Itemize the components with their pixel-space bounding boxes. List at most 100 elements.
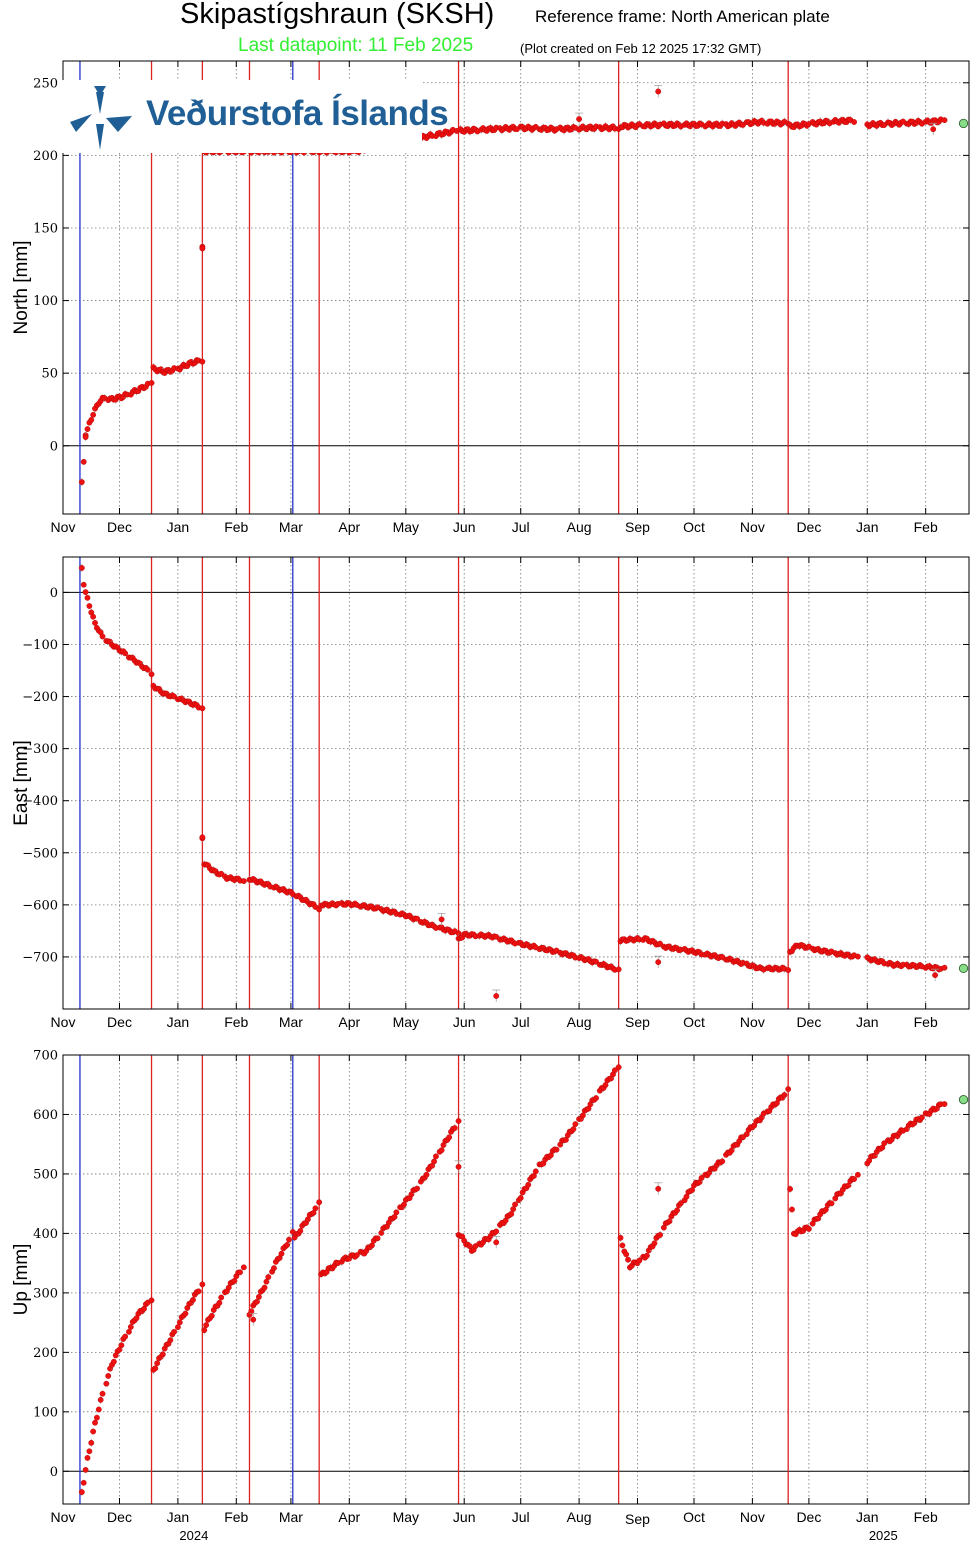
up-data-point	[374, 1235, 381, 1242]
up-data-point	[99, 1390, 106, 1397]
up-ytick-label-5: 500	[33, 1167, 58, 1182]
up-data-point	[854, 1171, 861, 1178]
up-data-point	[312, 1205, 319, 1212]
up-data-point	[148, 1297, 155, 1304]
east-data-point	[84, 594, 91, 601]
east-outlier-point-0	[438, 916, 445, 923]
up-data-point	[414, 1185, 421, 1192]
north-xtick-label-13: Dec	[796, 519, 821, 535]
up-data-point	[438, 1147, 445, 1154]
up-data-point	[86, 1448, 93, 1455]
up-data-point	[195, 1288, 202, 1295]
up-xtick-label-1: Dec	[107, 1509, 132, 1525]
east-ytick-label-1: −100	[22, 638, 58, 653]
east-ylabel: East [mm]	[11, 740, 32, 826]
north-data-point	[78, 479, 85, 485]
up-xtick-label-8: Jul	[512, 1509, 530, 1525]
up-data-point	[297, 1228, 304, 1234]
north-plot-frame	[62, 60, 970, 515]
up-data-point	[154, 1360, 161, 1367]
up-data-point	[152, 1365, 159, 1372]
east-xtick-label-5: Apr	[338, 1014, 360, 1030]
up-data-point	[80, 1479, 87, 1486]
up-data-point	[532, 1168, 539, 1175]
north-last-data-point	[958, 118, 969, 129]
north-ytick-label-4: 200	[33, 149, 58, 164]
up-ytick-label-4: 400	[33, 1227, 58, 1242]
north-ytick-label-1: 50	[41, 367, 58, 382]
up-data-point	[284, 1242, 291, 1248]
east-outlier-point-3	[932, 972, 938, 979]
east-xtick-label-4: Mar	[279, 1014, 303, 1030]
up-data-point	[431, 1158, 437, 1165]
up-xtick-label-14: Jan	[856, 1509, 879, 1525]
up-outlier-point-0	[455, 1163, 462, 1170]
north-data-point	[84, 426, 91, 432]
last-datapoint-label: Last datapoint: 11 Feb 2025	[238, 35, 474, 56]
up-xtick-label-0: Nov	[51, 1509, 76, 1525]
east-data-point	[82, 589, 89, 596]
up-data-point	[787, 1186, 793, 1192]
plot-created-label: (Plot created on Feb 12 2025 17:32 GMT)	[520, 41, 762, 56]
north-xtick-label-6: May	[393, 519, 419, 535]
north-xtick-label-11: Oct	[683, 519, 705, 535]
up-data-point	[94, 1414, 100, 1421]
up-data-point	[265, 1274, 272, 1280]
up-ytick-label-7: 700	[33, 1049, 58, 1064]
east-data-point	[99, 633, 106, 640]
east-data-point	[148, 671, 155, 678]
up-ytick-label-2: 200	[33, 1346, 58, 1361]
up-data-point	[423, 1171, 430, 1178]
up-data-point	[446, 1134, 453, 1141]
up-data-point	[636, 1257, 643, 1264]
up-data-point	[553, 1146, 560, 1153]
up-xtick-label-15: Feb	[914, 1509, 938, 1525]
vedurstofa-logo-icon	[70, 86, 132, 150]
up-xtick-label-2: Jan	[167, 1509, 190, 1525]
up-data-point	[525, 1181, 532, 1188]
up-data-point	[261, 1284, 268, 1291]
up-ytick-label-0: 0	[50, 1465, 58, 1480]
up-data-point	[919, 1114, 925, 1121]
up-data-point	[719, 1158, 726, 1165]
north-ylabel: North [mm]	[11, 241, 32, 335]
up-xtick-label-6: May	[393, 1509, 419, 1525]
east-xtick-label-0: Nov	[51, 1014, 76, 1030]
chart-title: Skipastígshraun (SKSH)	[180, 0, 495, 30]
up-data-point	[218, 1294, 225, 1301]
up-data-point	[674, 1207, 680, 1214]
up-data-point	[278, 1250, 285, 1257]
up-data-point	[105, 1373, 112, 1379]
up-data-point	[451, 1125, 458, 1131]
up-data-point	[651, 1240, 658, 1247]
up-data-point	[203, 1322, 210, 1328]
east-xtick-label-7: Jun	[453, 1014, 476, 1030]
east-ytick-label-2: −200	[22, 690, 58, 705]
north-xtick-label-12: Nov	[740, 519, 765, 535]
north-ytick-label-0: 0	[50, 439, 58, 454]
east-plot-frame	[62, 556, 970, 1010]
vedurstofa-logo-text: Veðurstofa Íslands	[146, 94, 449, 133]
north-xtick-label-10: Sep	[625, 519, 650, 535]
up-data-point	[512, 1201, 518, 1208]
up-ylabel: Up [mm]	[11, 1244, 32, 1316]
up-data-point	[208, 1312, 215, 1319]
east-data-point	[414, 915, 421, 922]
east-outlier-point-2	[655, 959, 662, 966]
north-series	[78, 115, 948, 487]
east-ytick-label-5: −500	[22, 846, 58, 861]
up-data-point	[199, 1281, 206, 1288]
east-ytick-label-6: −600	[22, 898, 58, 913]
north-xtick-label-1: Dec	[107, 519, 132, 535]
east-data-point	[785, 967, 792, 974]
up-data-point	[127, 1324, 134, 1330]
up-data-point	[237, 1269, 243, 1276]
east-xtick-label-6: May	[393, 1014, 419, 1030]
north-data-point	[82, 434, 89, 441]
east-data-point	[122, 650, 129, 657]
up-data-point	[110, 1358, 117, 1365]
up-data-point	[617, 1234, 624, 1241]
up-data-point	[393, 1209, 400, 1216]
up-data-point	[167, 1337, 174, 1344]
north-xtick-label-7: Jun	[453, 519, 476, 535]
